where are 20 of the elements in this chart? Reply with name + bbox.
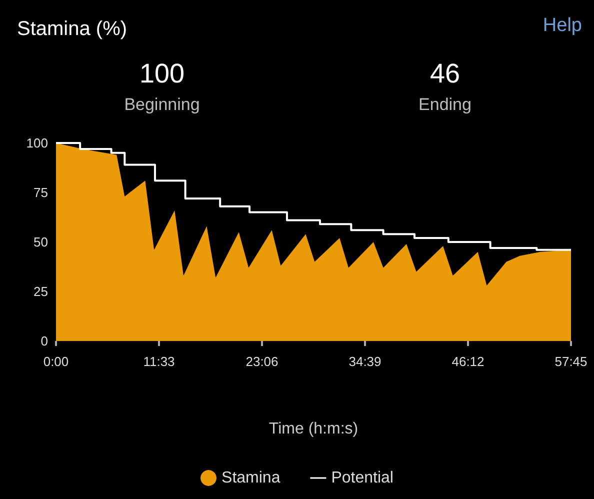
y-tick-label: 0 bbox=[40, 334, 48, 348]
text: 100 bbox=[139, 58, 185, 88]
x-tick-label: 57:45 bbox=[554, 354, 588, 369]
x-tick-label: 11:33 bbox=[143, 354, 175, 369]
y-tick-label: 100 bbox=[26, 136, 48, 150]
text: 46 bbox=[430, 58, 460, 88]
x-tick-label: 23:06 bbox=[246, 354, 278, 369]
text: Beginning bbox=[124, 95, 200, 114]
legend-label: Stamina bbox=[222, 470, 280, 486]
text: Help bbox=[542, 15, 582, 36]
x-tick-label: 0:00 bbox=[43, 354, 69, 369]
y-tick-label: 75 bbox=[34, 185, 48, 200]
x-tick-label: 46:12 bbox=[452, 354, 484, 369]
y-tick-label: 25 bbox=[34, 284, 48, 299]
chart-title: Stamina (%) bbox=[17, 18, 128, 40]
y-tick-label: 50 bbox=[34, 234, 48, 250]
x-axis-title: Time (h:m:s) bbox=[268, 420, 358, 438]
x-tick-label: 34:39 bbox=[348, 354, 382, 369]
legend-label: Potential bbox=[331, 470, 394, 486]
text: Ending bbox=[418, 95, 472, 114]
